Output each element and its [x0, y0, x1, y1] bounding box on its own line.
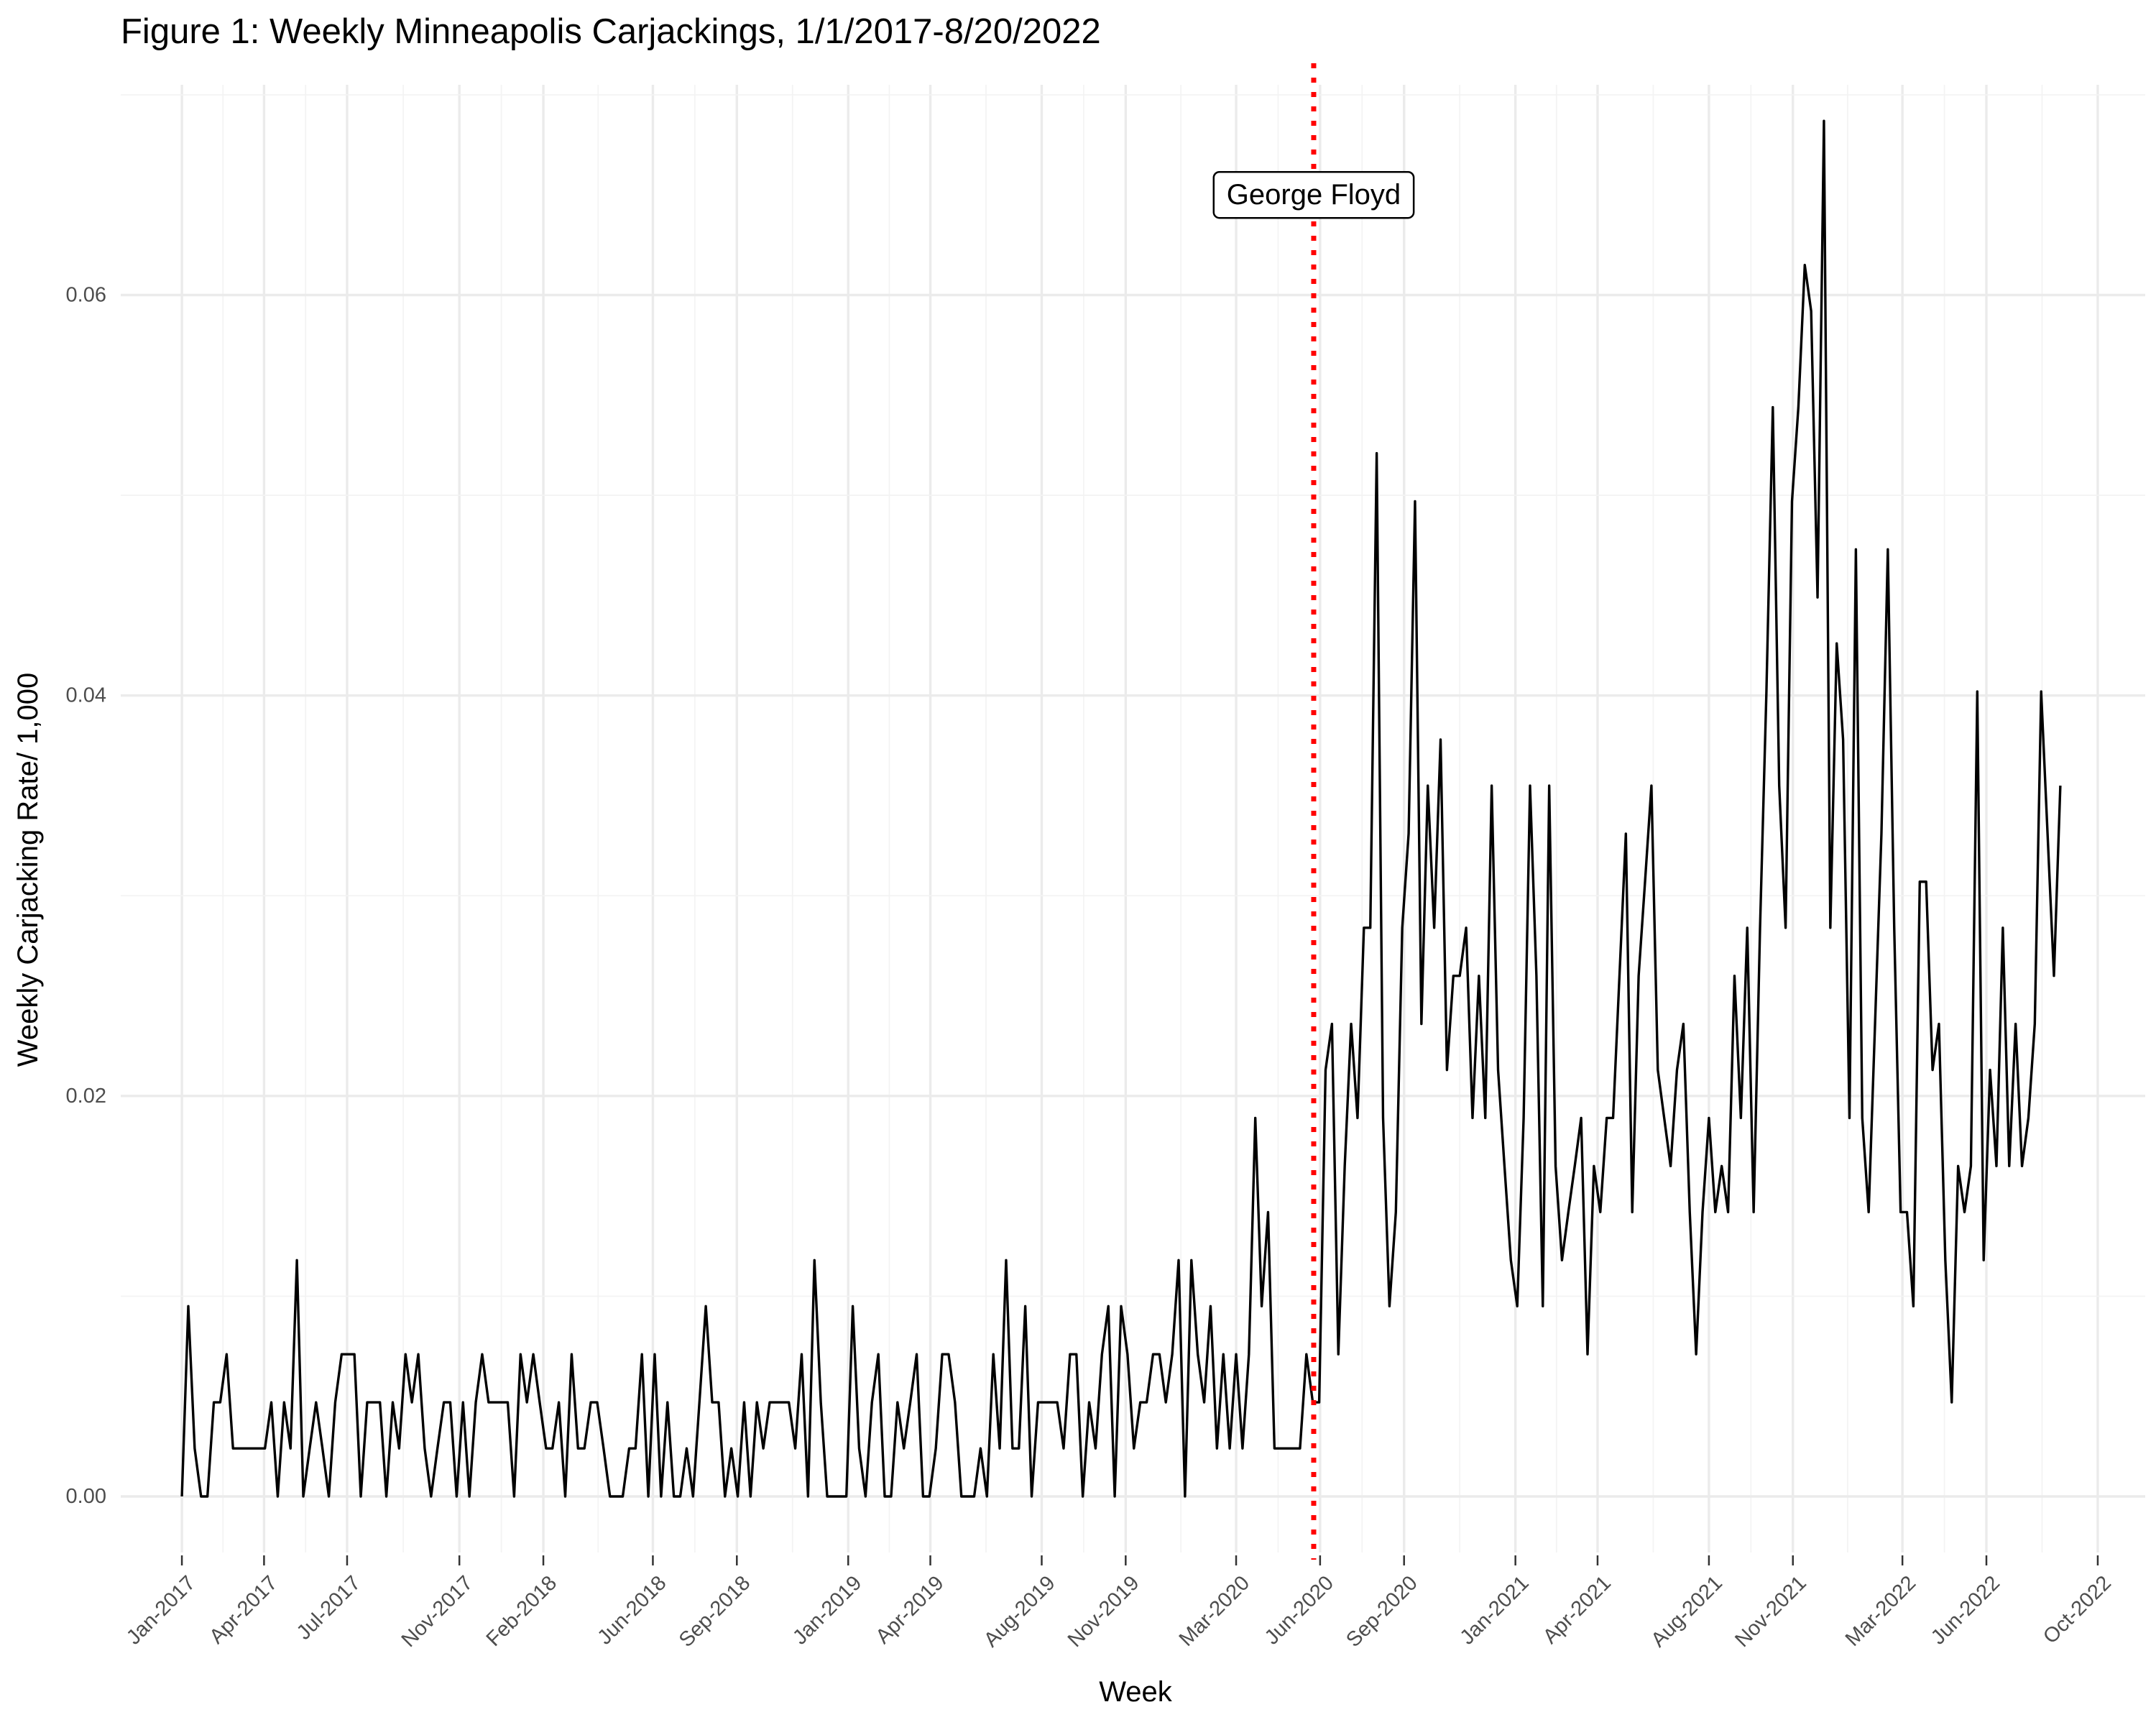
x-tick-label: Jan-2019	[788, 1571, 866, 1649]
annotation-group: George Floyd	[1212, 170, 1415, 219]
x-tick-label: Jun-2022	[1927, 1571, 2004, 1649]
x-tick-label: Jun-2018	[593, 1571, 671, 1649]
carjacking-rate-line	[180, 119, 2062, 1498]
x-tick-label: Jul-2017	[292, 1571, 365, 1644]
x-tick-label: Apr-2019	[872, 1571, 949, 1648]
x-tick-label: Feb-2018	[482, 1571, 561, 1650]
y-tick-label: 0.00	[66, 1485, 106, 1508]
y-axis-title: Weekly Carjacking Rate/ 1,000	[12, 673, 44, 1067]
y-tick-label: 0.04	[66, 684, 106, 707]
x-tick-label: Jun-2020	[1261, 1571, 1338, 1649]
x-tick-label: Nov-2017	[397, 1571, 478, 1652]
grid	[121, 85, 2145, 1552]
x-tick-label: Oct-2022	[2039, 1571, 2116, 1648]
x-axis-title: Week	[1099, 1676, 1173, 1708]
x-tick-label: Sep-2018	[675, 1571, 755, 1652]
x-tick-label: Aug-2019	[980, 1571, 1060, 1652]
x-tick-label: Jan-2017	[122, 1571, 200, 1649]
series-layer	[180, 119, 2062, 1498]
x-tick-label: Apr-2021	[1539, 1571, 1616, 1648]
george-floyd-label-box	[1212, 170, 1415, 219]
x-tick-label: Nov-2019	[1064, 1571, 1144, 1652]
x-tick-label: Mar-2022	[1841, 1571, 1920, 1650]
x-tick-label: Jan-2021	[1456, 1571, 1534, 1649]
x-tick-label: Aug-2021	[1646, 1571, 1727, 1652]
x-tick-label: Nov-2021	[1731, 1571, 1811, 1652]
x-tick-label: Apr-2017	[205, 1571, 282, 1648]
y-axis-ticks: 0.00 0.02 0.04 0.06	[66, 284, 106, 1508]
x-axis-ticks: Jan-2017 Apr-2017 Jul-2017 Nov-2017 Feb-2018…	[122, 1555, 2116, 1652]
y-tick-label: 0.02	[66, 1085, 106, 1108]
george-floyd-label: George Floyd	[1227, 179, 1401, 211]
y-tick-label: 0.06	[66, 284, 106, 307]
x-tick-label: Sep-2020	[1342, 1571, 1422, 1652]
chart-title: Figure 1: Weekly Minneapolis Carjackings…	[121, 12, 1101, 51]
x-tick-label: Mar-2020	[1175, 1571, 1254, 1650]
